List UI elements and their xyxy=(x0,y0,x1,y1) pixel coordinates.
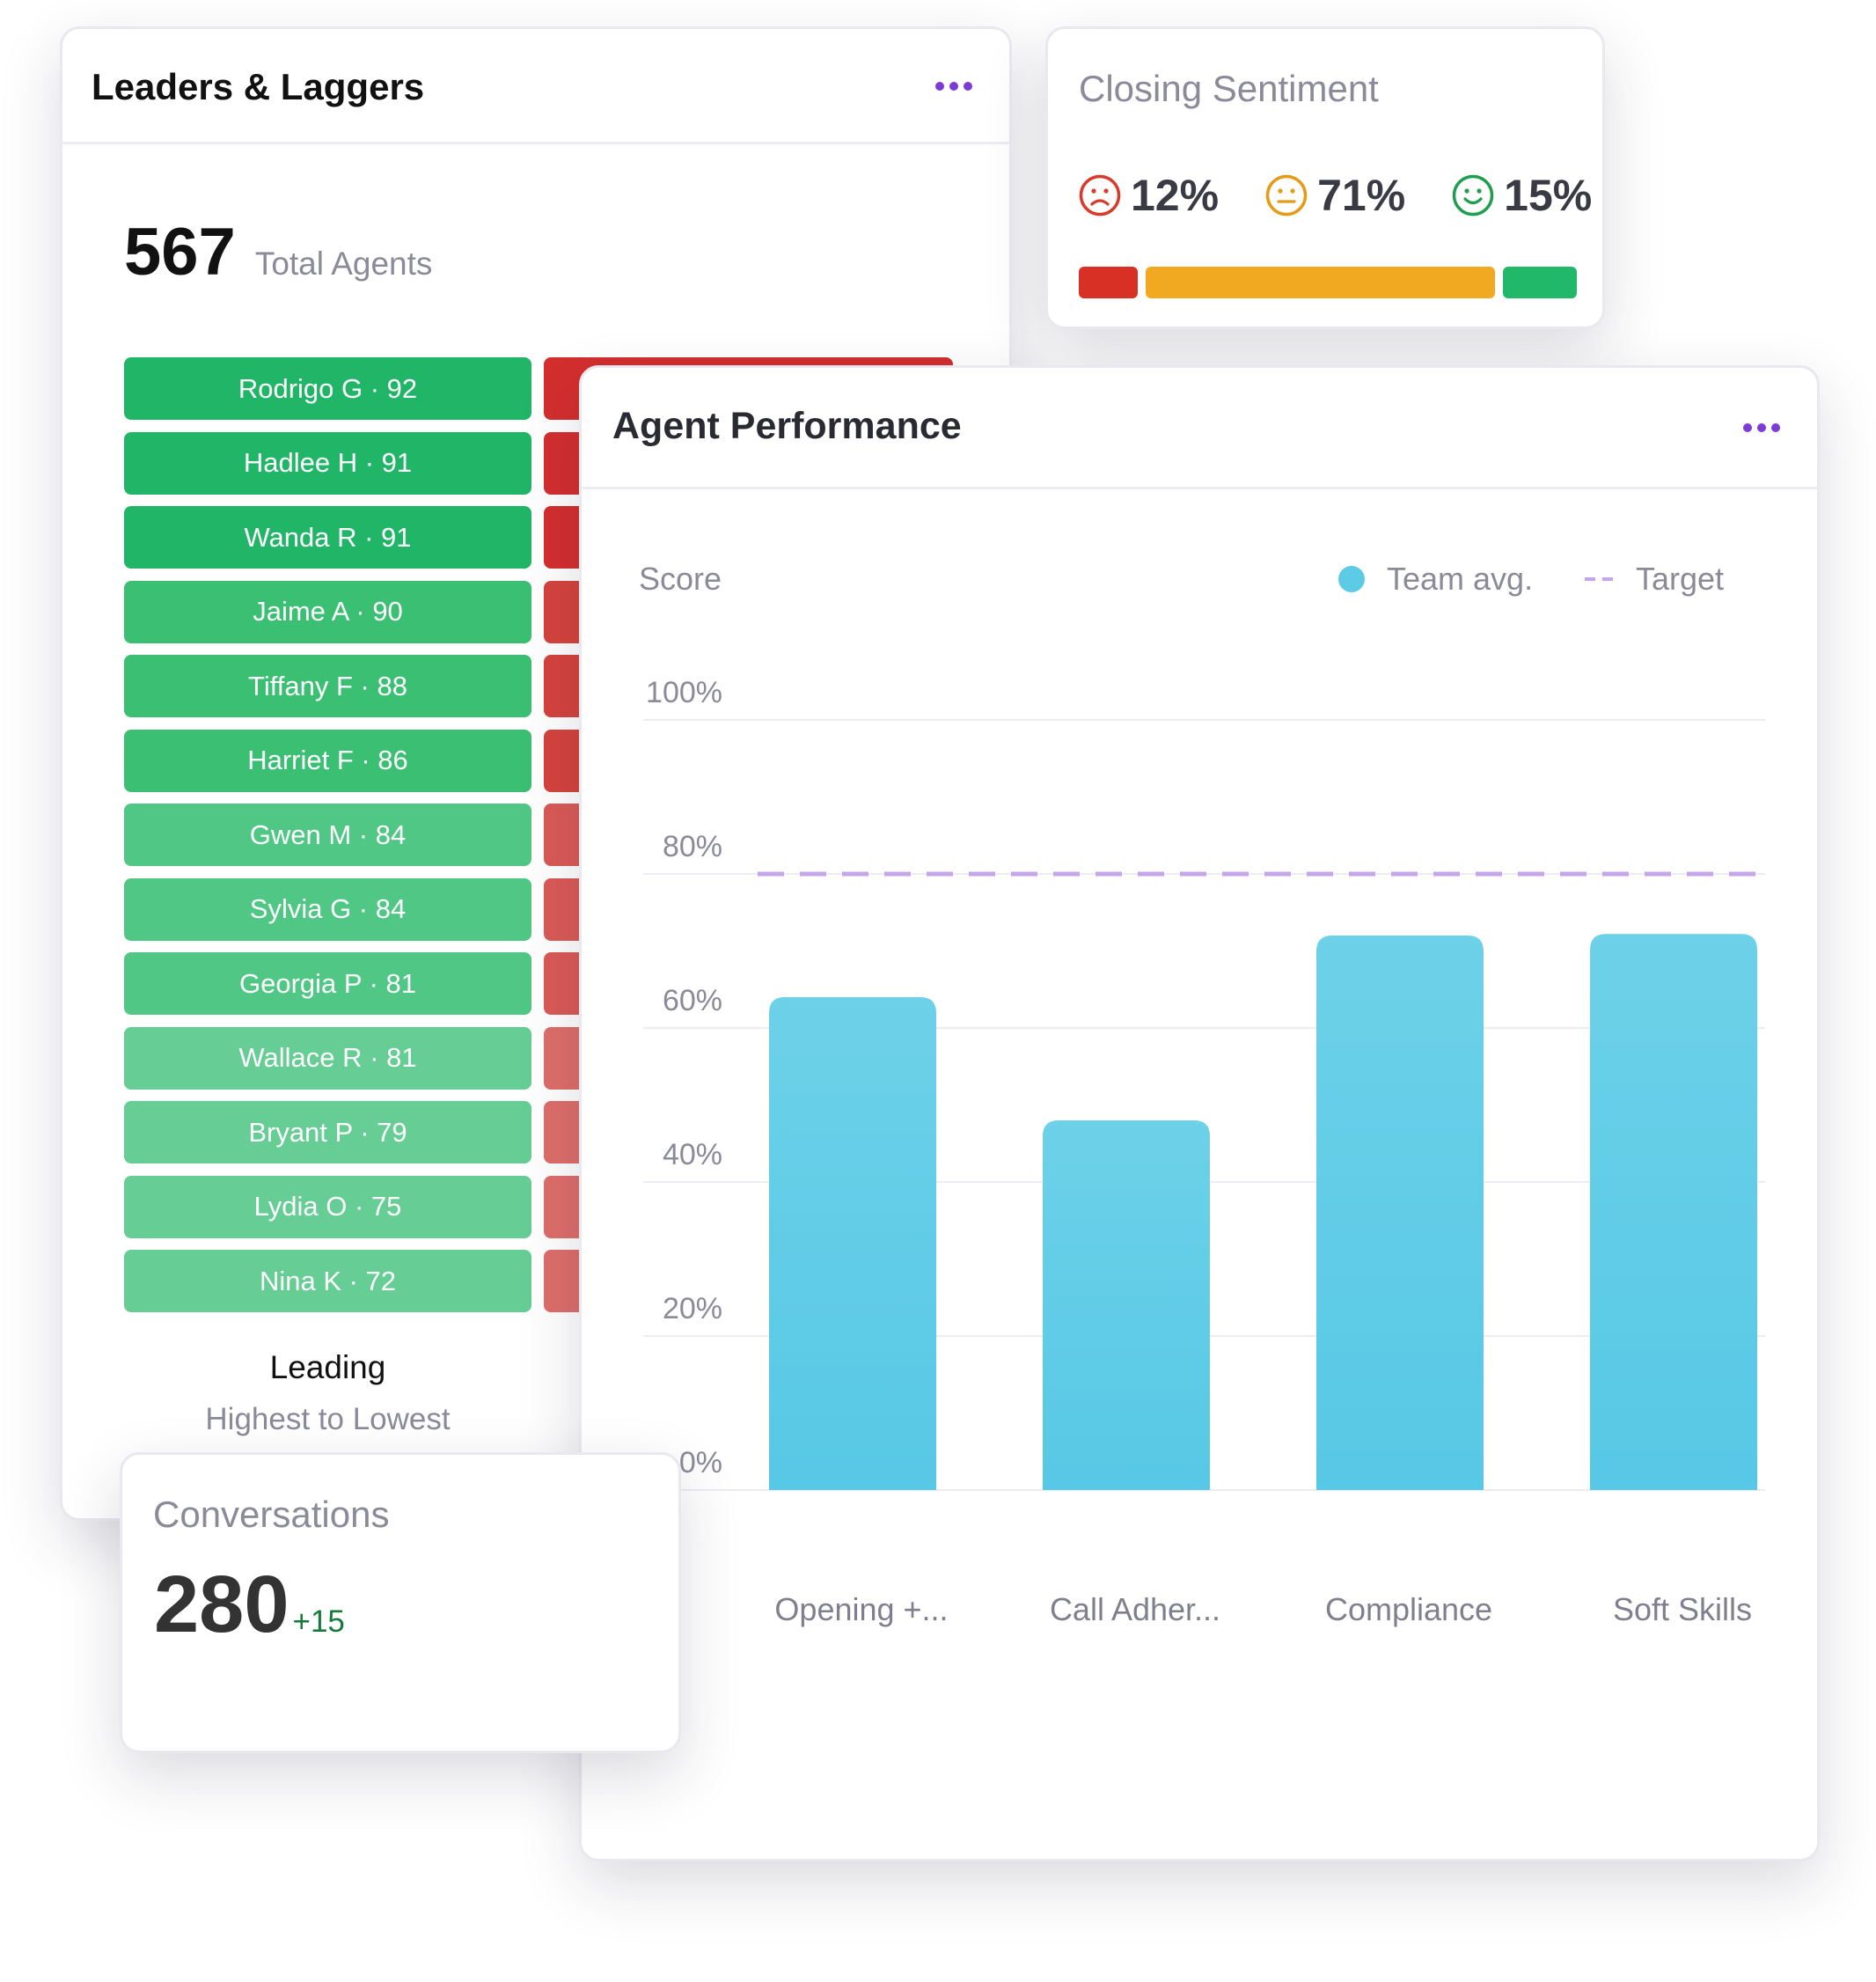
y-axis-title: Score xyxy=(639,561,722,597)
leaders-card-title: Leaders & Laggers xyxy=(92,66,425,107)
conversations-metric: 280 +15 xyxy=(154,1559,345,1651)
closing-sentiment-card: Closing Sentiment 12% 71% 15% xyxy=(1045,26,1605,329)
sentiment-negative: 12% xyxy=(1078,170,1219,221)
leader-pill[interactable]: Bryant P · 79 xyxy=(124,1101,531,1164)
sentiment-neutral: 71% xyxy=(1264,170,1405,221)
bar xyxy=(1043,1120,1210,1490)
x-tick-label: Opening +... xyxy=(774,1591,948,1627)
leader-pill[interactable]: Tiffany F · 88 xyxy=(124,655,531,717)
leader-pill[interactable]: Georgia P · 81 xyxy=(124,952,531,1015)
y-tick-label: 100% xyxy=(646,676,722,709)
more-horizontal-icon[interactable] xyxy=(1743,423,1780,432)
leaders-card-header: Leaders & Laggers xyxy=(62,29,1009,144)
bar xyxy=(1316,936,1484,1490)
leaders-list: Rodrigo G · 92 Hadlee H · 91 Wanda R · 91 J… xyxy=(124,357,531,1325)
leader-pill[interactable]: Jaime A · 90 xyxy=(124,580,531,643)
sentiment-values: 12% 71% 15% xyxy=(1078,170,1592,221)
legend-team-avg-marker xyxy=(1338,566,1365,592)
bar xyxy=(1590,934,1757,1490)
leader-pill[interactable]: Wallace R · 81 xyxy=(124,1026,531,1090)
x-tick-label: Soft Skills xyxy=(1613,1591,1752,1627)
performance-card-header: Agent Performance xyxy=(582,368,1817,489)
legend-target-label: Target xyxy=(1636,561,1724,597)
sentiment-bar-neutral xyxy=(1146,267,1496,298)
happy-face-icon xyxy=(1452,174,1494,217)
sentiment-bar xyxy=(1079,267,1577,298)
sentiment-bar-negative xyxy=(1079,267,1139,298)
legend-team-avg-label: Team avg. xyxy=(1387,561,1533,597)
sad-face-icon xyxy=(1079,174,1121,217)
sentiment-bar-positive xyxy=(1503,267,1577,298)
agent-performance-card: Agent Performance 0% 20% 40% 60% 80% 100% Scor… xyxy=(579,365,1820,1861)
y-tick-label: 0% xyxy=(679,1446,722,1479)
y-tick-label: 40% xyxy=(663,1138,722,1171)
sentiment-title: Closing Sentiment xyxy=(1079,68,1379,109)
y-tick-label: 20% xyxy=(663,1292,722,1325)
leading-footer: Leading Highest to Lowest xyxy=(124,1349,531,1437)
more-horizontal-icon[interactable] xyxy=(935,82,972,91)
bar xyxy=(769,997,936,1490)
leading-sort-label: Highest to Lowest xyxy=(205,1402,451,1436)
conversations-title: Conversations xyxy=(153,1494,390,1535)
agent-performance-chart: 0% 20% 40% 60% 80% 100% Score Team avg. Target Op… xyxy=(639,561,1765,1627)
y-tick-label: 60% xyxy=(663,984,722,1017)
total-agents-value: 567 xyxy=(124,215,236,290)
conversations-delta: +15 xyxy=(292,1604,345,1639)
leader-pill[interactable]: Sylvia G · 84 xyxy=(124,877,531,941)
sentiment-neutral-value: 71% xyxy=(1317,171,1406,220)
y-tick-label: 80% xyxy=(663,830,722,863)
leader-pill[interactable]: Rodrigo G · 92 xyxy=(124,357,531,420)
total-agents-label: Total Agents xyxy=(254,246,433,282)
neutral-face-icon xyxy=(1265,174,1308,217)
leader-pill[interactable]: Wanda R · 91 xyxy=(124,506,531,569)
performance-card-title: Agent Performance xyxy=(612,405,962,447)
leading-label: Leading xyxy=(269,1349,386,1385)
leader-pill[interactable]: Hadlee H · 91 xyxy=(124,431,531,495)
sentiment-negative-value: 12% xyxy=(1131,171,1220,220)
x-tick-label: Compliance xyxy=(1325,1591,1492,1627)
leader-pill[interactable]: Lydia O · 75 xyxy=(124,1175,531,1238)
x-tick-label: Call Adher... xyxy=(1050,1591,1220,1627)
sentiment-positive-value: 15% xyxy=(1504,171,1593,220)
leader-pill[interactable]: Nina K · 72 xyxy=(124,1250,531,1312)
leader-pill[interactable]: Gwen M · 84 xyxy=(124,804,531,866)
conversations-value: 280 xyxy=(154,1560,289,1649)
conversations-card: Conversations 280 +15 xyxy=(120,1452,681,1753)
total-agents: 567 Total Agents xyxy=(124,214,432,290)
leader-pill[interactable]: Harriet F · 86 xyxy=(124,729,531,792)
sentiment-positive: 15% xyxy=(1451,170,1592,221)
